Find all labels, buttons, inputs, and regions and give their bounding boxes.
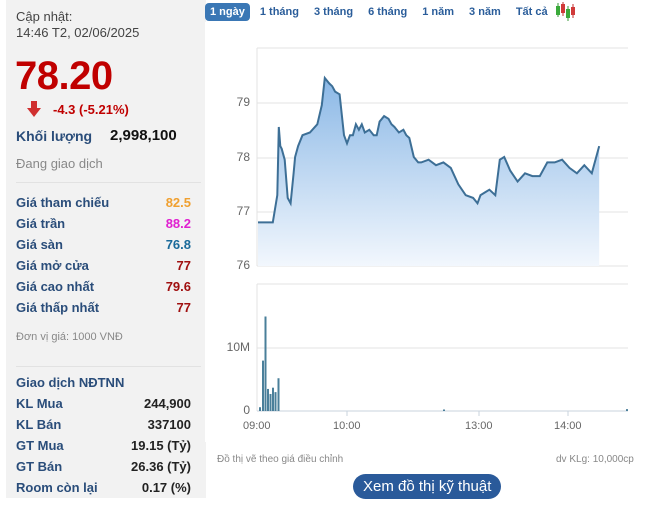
tab-1-day[interactable]: 1 ngày — [205, 3, 250, 21]
price-row-value: 82.5 — [165, 195, 191, 210]
tab-3-months[interactable]: 3 tháng — [313, 6, 354, 18]
price-row-label: Giá tham chiếu — [16, 195, 110, 210]
foreign-row: GT Mua 19.15 (Tỷ) — [16, 438, 191, 458]
candlestick-chart-icon[interactable] — [555, 2, 577, 22]
technical-chart-button[interactable]: Xem đồ thị kỹ thuật — [353, 474, 502, 499]
price-row-label: Giá trần — [16, 216, 66, 231]
tab-6-months[interactable]: 6 tháng — [368, 6, 408, 18]
foreign-row: KL Bán 337100 — [16, 417, 191, 437]
x-tick-label: 10:00 — [333, 420, 361, 432]
volume-bar — [272, 387, 274, 411]
foreign-row-label: KL Bán — [16, 417, 62, 432]
price-area-series — [258, 75, 601, 266]
foreign-row-label: Room còn lại — [16, 480, 98, 495]
foreign-row-label: GT Bán — [16, 459, 63, 474]
foreign-row: GT Bán 26.36 (Tỷ) — [16, 459, 191, 479]
x-tick-label: 13:00 — [465, 420, 493, 432]
foreign-trading-title: Giao dịch NĐTNN — [16, 375, 125, 390]
divider — [16, 182, 201, 183]
volume-label: Khối lượng — [16, 128, 93, 144]
y-tick-label: 77 — [236, 204, 250, 218]
price-row-value: 77 — [176, 258, 191, 273]
divider — [16, 366, 201, 367]
price-row-low: Giá thấp nhất 77 — [16, 300, 191, 320]
price-row-label: Giá thấp nhất — [16, 300, 100, 315]
price-change: -4.3 (-5.21%) — [53, 102, 129, 117]
update-label: Cập nhật: — [16, 9, 73, 24]
foreign-row-value: 26.36 (Tỷ) — [131, 459, 191, 474]
foreign-row-label: KL Mua — [16, 396, 63, 411]
foreign-row: KL Mua 244,900 — [16, 396, 191, 416]
update-time: 14:46 T2, 02/06/2025 — [16, 25, 140, 40]
price-row-value: 79.6 — [165, 279, 191, 294]
trading-status: Đang giao dịch — [16, 156, 103, 171]
y-tick-label: 78 — [236, 150, 250, 164]
current-price: 78.20 — [15, 54, 113, 98]
volume-bar — [262, 360, 264, 411]
price-row-value: 76.8 — [165, 237, 191, 252]
volume-unit-note: dv KLg: 10,000cp — [556, 454, 634, 465]
foreign-row-value: 19.15 (Tỷ) — [131, 438, 191, 453]
foreign-row-label: GT Mua — [16, 438, 64, 453]
x-tick-label: 09:00 — [243, 420, 271, 432]
y-tick-label: 76 — [236, 258, 250, 272]
volume-bar — [274, 392, 277, 411]
adjusted-price-note: Đồ thị vẽ theo giá điều chỉnh — [217, 454, 344, 465]
volume-bars — [259, 316, 628, 411]
price-unit-note: Đơn vị giá: 1000 VNĐ — [16, 331, 123, 343]
volume-bar — [259, 407, 261, 411]
volume-bar — [277, 378, 280, 411]
volume-bar — [443, 409, 445, 411]
foreign-row: Room còn lại 0.17 (%) — [16, 480, 191, 500]
volume-value: 2,998,100 — [110, 127, 177, 144]
volume-y-tick-label: 10M — [226, 340, 250, 354]
foreign-row-value: 0.17 (%) — [141, 480, 191, 495]
volume-bar — [267, 388, 269, 411]
foreign-row-value: 337100 — [147, 417, 191, 432]
price-row-label: Giá mở cửa — [16, 258, 89, 273]
price-row-floor: Giá sàn 76.8 — [16, 237, 191, 257]
volume-bar — [264, 316, 267, 411]
y-tick-label: 79 — [236, 95, 250, 109]
price-row-high: Giá cao nhất 79.6 — [16, 279, 191, 299]
tab-all[interactable]: Tất cả — [515, 6, 548, 18]
foreign-row-value: 244,900 — [144, 396, 191, 411]
volume-bar — [626, 409, 628, 411]
time-range-tabs: 1 ngày 1 tháng 3 tháng 6 tháng 1 năm 3 n… — [205, 2, 577, 22]
tab-3-years[interactable]: 3 năm — [469, 6, 501, 18]
price-row-open: Giá mở cửa 77 — [16, 258, 191, 278]
volume-bar — [269, 393, 272, 411]
volume-y-tick-label: 0 — [243, 403, 250, 417]
price-row-label: Giá sàn — [16, 237, 63, 252]
price-row-value: 88.2 — [165, 216, 191, 231]
price-row-label: Giá cao nhất — [16, 279, 95, 294]
price-row-ceiling: Giá trần 88.2 — [16, 216, 191, 236]
price-row-value: 77 — [176, 300, 191, 315]
arrow-down-icon — [27, 101, 41, 117]
quote-panel: Cập nhật: 14:46 T2, 02/06/2025 78.20 -4.… — [6, 0, 206, 498]
tab-1-year[interactable]: 1 năm — [422, 6, 455, 18]
x-tick-label: 14:00 — [554, 420, 582, 432]
price-row-reference: Giá tham chiếu 82.5 — [16, 195, 191, 215]
tab-1-month[interactable]: 1 tháng — [259, 6, 299, 18]
